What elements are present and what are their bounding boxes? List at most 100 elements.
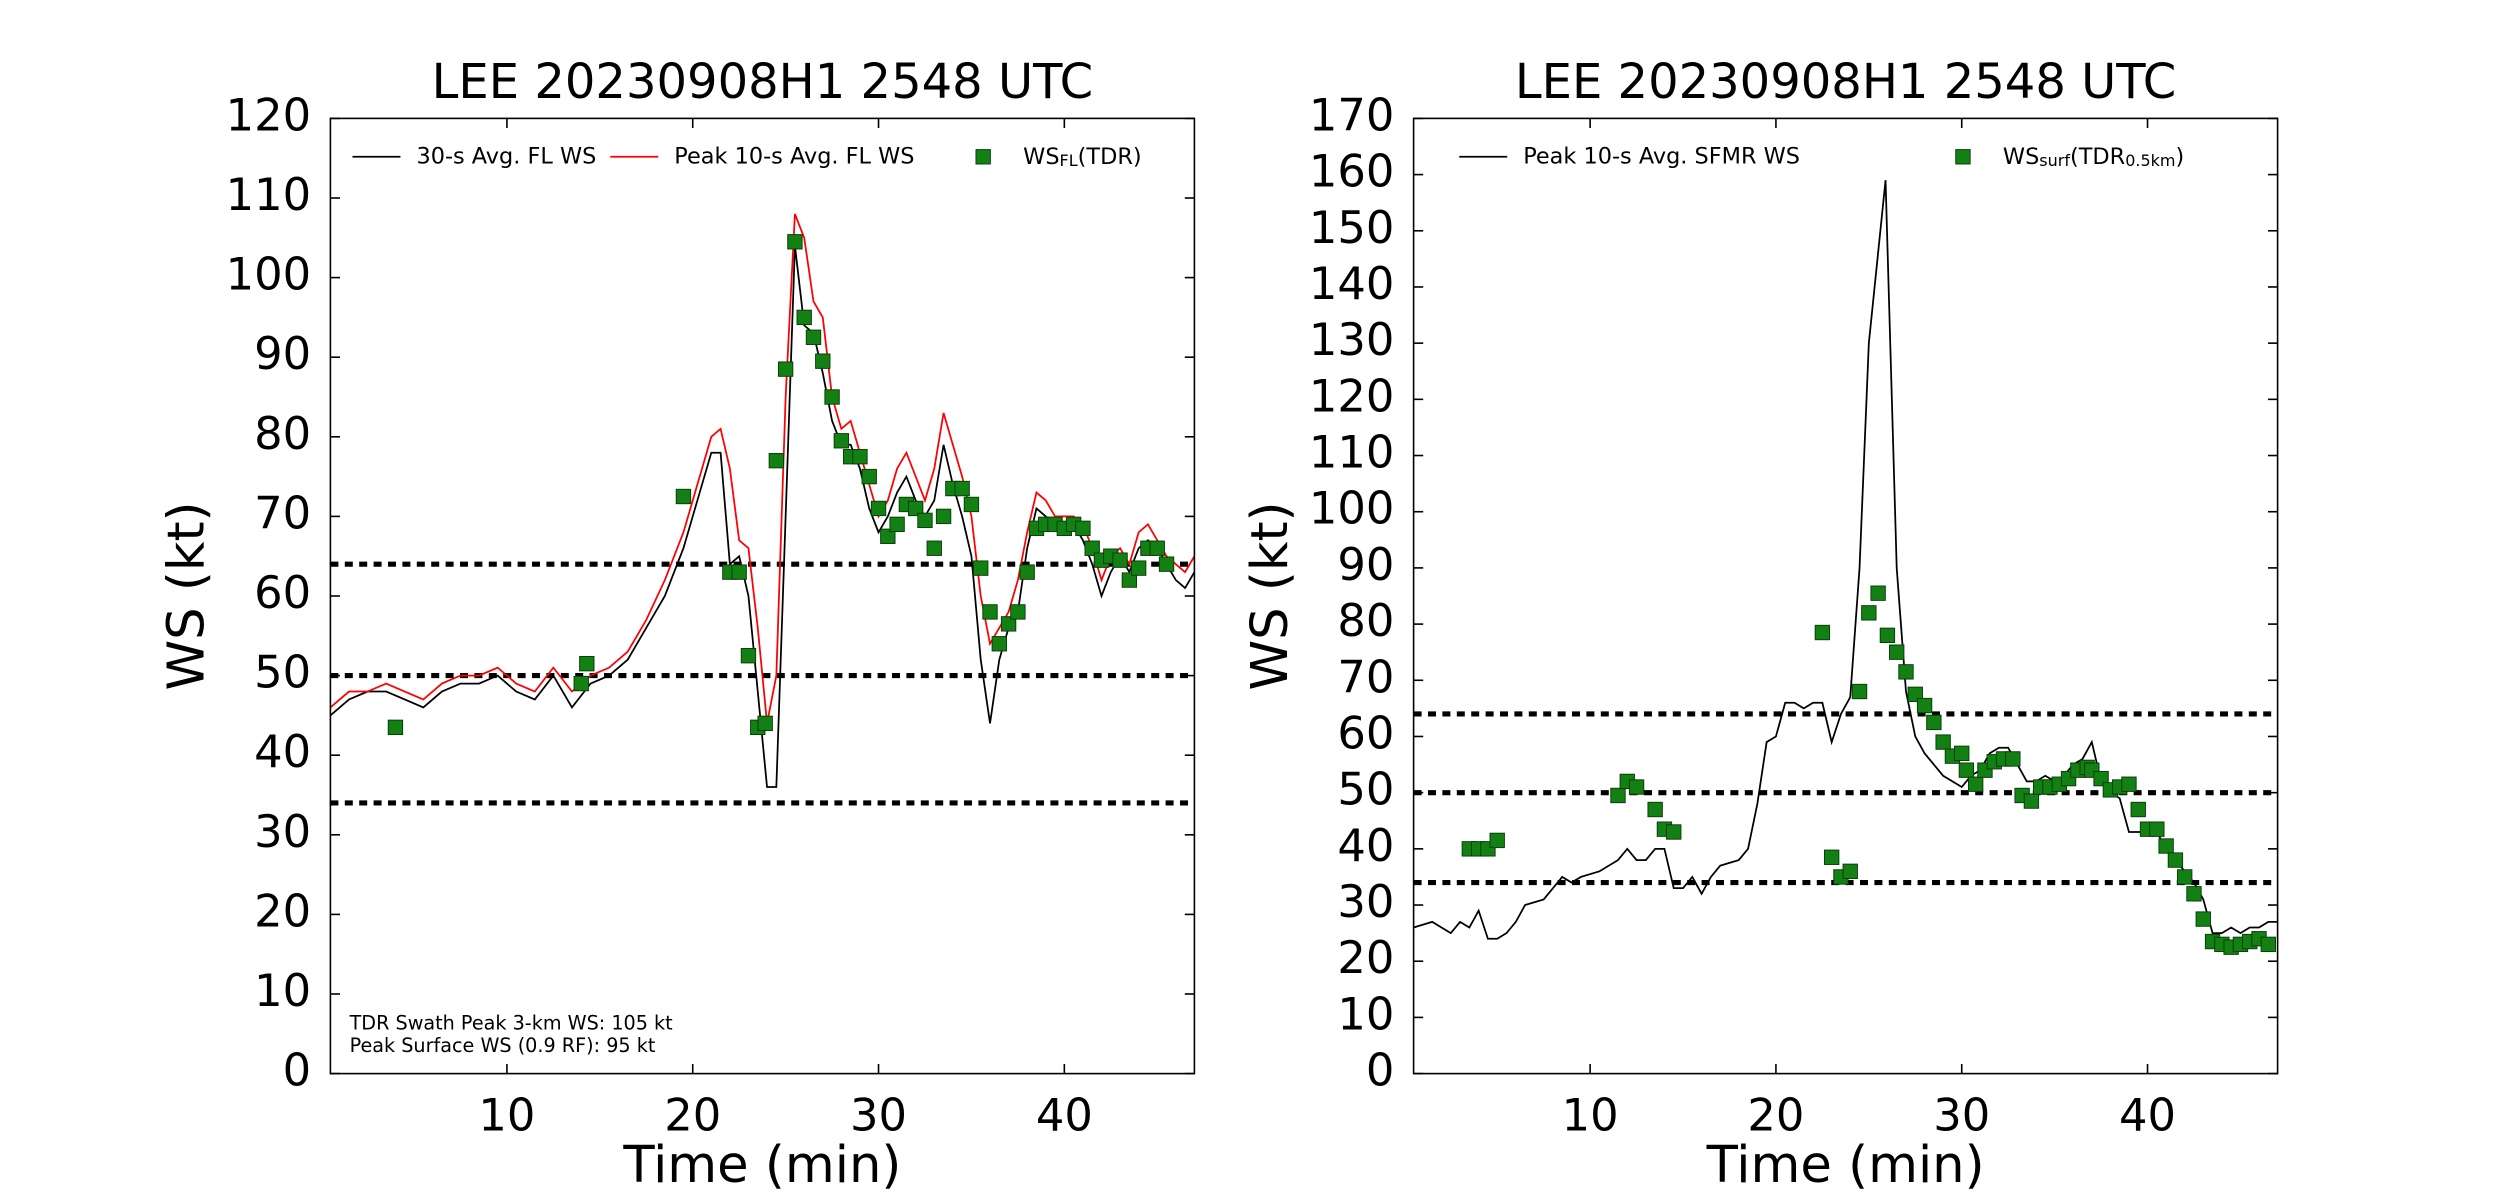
marker [1879, 627, 1896, 644]
marker [1842, 863, 1858, 880]
legend-entry: Peak 10-s Avg. FL WS [610, 143, 914, 169]
marker [824, 389, 840, 405]
y-tick-label: 0 [283, 1044, 312, 1097]
marker [740, 648, 757, 664]
x-tick-label: 40 [1036, 1088, 1093, 1141]
marker [1489, 832, 1505, 849]
marker [1158, 556, 1175, 572]
marker [573, 675, 589, 692]
y-tick-label: 0 [1366, 1044, 1395, 1097]
legend-label-part: WS [2003, 143, 2039, 169]
x-tick-label: 10 [1562, 1088, 1619, 1141]
y-tick-label: 80 [1337, 594, 1394, 647]
y-tick-label: 120 [226, 88, 312, 141]
y-tick-label: 10 [1337, 987, 1394, 1040]
legend-label: 30-s Avg. FL WS [416, 143, 596, 169]
plot-frame [329, 117, 1196, 1075]
marker [2130, 801, 2146, 818]
x-tick-label: 20 [664, 1088, 721, 1141]
marker [1121, 572, 1138, 588]
marker [2186, 886, 2202, 902]
y-axis-label: WS (kt) [157, 501, 217, 690]
y-tick-label: 70 [254, 486, 311, 539]
legend-entry: WSsurf(TDR0.5km) [1955, 143, 2185, 170]
marker [1149, 540, 1165, 556]
y-tick-label: 20 [254, 884, 311, 937]
y-tick-label: 90 [1337, 538, 1394, 591]
marker [768, 452, 785, 469]
marker [935, 508, 952, 525]
y-tick-label: 100 [226, 248, 312, 301]
marker [1010, 604, 1026, 620]
plot-area [1413, 711, 2278, 886]
y-tick-label: 160 [1309, 145, 1395, 198]
y-tick-label: 110 [1309, 426, 1395, 479]
marker [777, 361, 794, 377]
marker [2121, 776, 2137, 792]
marker [2005, 751, 2021, 767]
legend-label-part: WS [1023, 143, 1059, 169]
marker [982, 604, 998, 620]
legend-entry: 30-s Avg. FL WS [352, 143, 596, 169]
marker [2260, 936, 2276, 953]
y-tick-label: 50 [254, 646, 311, 699]
legend-label: WSFL(TDR) [1023, 143, 1141, 170]
y-tick-label: 80 [254, 407, 311, 460]
marker [917, 512, 933, 529]
marker [2195, 911, 2211, 927]
marker [889, 516, 905, 533]
marker [1935, 734, 1951, 750]
y-tick-label: 60 [254, 566, 311, 619]
legend-label-part: surf [2039, 151, 2070, 170]
marker [861, 468, 877, 485]
plot-frame [1412, 117, 2279, 1075]
marker [675, 488, 692, 505]
marker [870, 500, 887, 517]
marker [1823, 849, 1840, 865]
chart-title: LEE 20230908H1 2548 UTC [1515, 54, 2176, 110]
marker [1075, 520, 1091, 537]
marker [963, 496, 980, 513]
marker [1130, 560, 1147, 576]
marker [1916, 697, 1933, 714]
legend-marker [975, 149, 991, 165]
y-tick-label: 110 [226, 168, 312, 221]
legend-entry: Peak 10-s Avg. SFMR WS [1459, 143, 1800, 169]
legend-label-part: FL [1060, 151, 1078, 170]
marker [1666, 824, 1682, 840]
marker [1958, 762, 1975, 778]
y-tick-label: 170 [1309, 88, 1395, 141]
marker [880, 528, 896, 544]
marker [2023, 793, 2040, 809]
marker [1898, 664, 1914, 680]
x-tick-label: 40 [2119, 1088, 2176, 1141]
legend-label-part: (TDR) [1078, 143, 1142, 169]
marker [1889, 644, 1905, 660]
marker [1954, 745, 1970, 762]
marker [908, 500, 924, 517]
y-tick-label: 130 [1309, 313, 1395, 366]
x-axis-label: Time (min) [622, 1135, 901, 1195]
marker [973, 560, 989, 576]
x-tick-label: 20 [1747, 1088, 1804, 1141]
legend-label-part: 0.5km [2125, 151, 2175, 170]
marker [833, 433, 850, 449]
y-axis-label: WS (kt) [1240, 501, 1300, 690]
y-tick-label: 70 [1337, 650, 1394, 703]
legend-label: Peak 10-s Avg. SFMR WS [1523, 143, 1800, 169]
x-axis-label: Time (min) [1706, 1135, 1985, 1195]
legend-label-part: (TDR [2070, 143, 2125, 169]
marker [1647, 801, 1663, 818]
legend-label: Peak 10-s Avg. FL WS [674, 143, 914, 169]
y-tick-label: 140 [1309, 257, 1395, 310]
marker [1851, 683, 1868, 700]
y-tick-label: 150 [1309, 201, 1395, 254]
marker [387, 719, 404, 736]
legend-label-part: ) [2176, 143, 2185, 169]
marker [1814, 624, 1831, 641]
y-tick-label: 50 [1337, 763, 1394, 816]
marker [1000, 616, 1017, 632]
marker [757, 715, 773, 732]
marker [579, 655, 595, 672]
y-tick-label: 120 [1309, 369, 1395, 422]
